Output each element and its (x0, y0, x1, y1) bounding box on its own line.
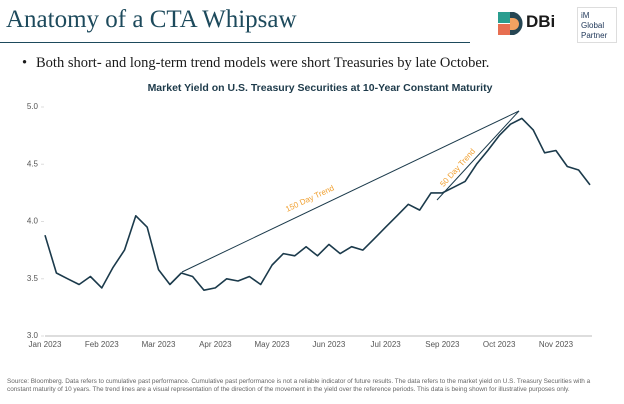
footer: Source: Bloomberg. Data refers to cumula… (7, 378, 591, 393)
partner-line: iM (581, 11, 590, 20)
y-tick-label: 3.0 (27, 331, 39, 340)
x-tick-label: Sep 2023 (425, 340, 460, 349)
x-tick-label: Oct 2023 (483, 340, 516, 349)
x-tick-label: Feb 2023 (85, 340, 119, 349)
y-tick-label: 4.0 (27, 217, 39, 226)
annotation: 50 Day Trend (438, 147, 477, 189)
chart-title: Market Yield on U.S. Treasury Securities… (148, 82, 493, 94)
trend-line (436, 110, 520, 201)
chart: Market Yield on U.S. Treasury Securities… (27, 82, 592, 349)
logo-icon (498, 12, 523, 35)
partner-line: Partner (581, 31, 608, 40)
x-tick-label: Nov 2023 (539, 340, 574, 349)
x-tick-label: Apr 2023 (199, 340, 232, 349)
x-tick-label: Jul 2023 (371, 340, 402, 349)
title-rule (0, 42, 470, 43)
y-tick-label: 5.0 (27, 102, 39, 111)
trend-line (181, 110, 520, 273)
x-tick-label: Mar 2023 (142, 340, 176, 349)
x-tick-label: Jan 2023 (29, 340, 62, 349)
y-tick-label: 4.5 (27, 159, 39, 168)
slide-title: Anatomy of a CTA Whipsaw (6, 6, 297, 33)
x-tick-label: May 2023 (255, 340, 291, 349)
x-tick-label: Jun 2023 (312, 340, 345, 349)
partner-line: Global (581, 21, 605, 30)
y-tick-label: 3.5 (27, 274, 39, 283)
annotation: 150 Day Trend (284, 183, 335, 213)
bullet: Both short- and long-term trend models w… (22, 55, 489, 72)
logo: DBi (526, 12, 556, 31)
partner-logo: iM Global Partner (577, 7, 617, 43)
yield-line (44, 117, 591, 291)
